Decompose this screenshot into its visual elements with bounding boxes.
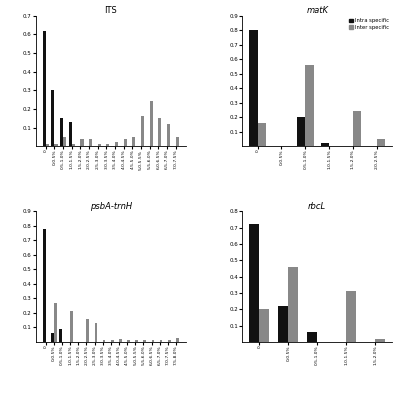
Bar xyxy=(54,144,58,146)
Bar xyxy=(89,139,92,146)
Bar xyxy=(176,338,179,342)
Bar xyxy=(63,137,66,146)
Bar xyxy=(143,340,146,342)
Bar xyxy=(321,143,329,146)
Title: psbA-trnH: psbA-trnH xyxy=(90,202,132,211)
Bar xyxy=(124,139,127,146)
Bar xyxy=(259,309,270,342)
Bar xyxy=(86,319,89,342)
Bar xyxy=(72,144,75,146)
Bar xyxy=(288,267,298,342)
Bar xyxy=(249,224,259,342)
Bar xyxy=(346,291,356,342)
Bar xyxy=(297,117,305,146)
Bar xyxy=(127,340,130,342)
Bar xyxy=(43,229,46,342)
Bar xyxy=(353,111,361,146)
Bar xyxy=(168,340,171,342)
Bar xyxy=(167,124,170,146)
Title: rbcL: rbcL xyxy=(308,202,326,211)
Bar xyxy=(176,137,179,146)
Bar xyxy=(52,90,54,146)
Bar xyxy=(98,144,101,146)
Bar xyxy=(152,340,154,342)
Bar xyxy=(141,116,144,146)
Bar xyxy=(307,332,317,342)
Bar xyxy=(54,303,57,342)
Bar xyxy=(59,329,62,342)
Bar xyxy=(135,340,138,342)
Bar xyxy=(132,137,136,146)
Bar xyxy=(51,333,54,342)
Bar xyxy=(106,144,110,146)
Bar xyxy=(115,143,118,146)
Bar xyxy=(258,123,266,146)
Title: matK: matK xyxy=(306,6,328,15)
Bar xyxy=(278,306,288,342)
Bar xyxy=(103,340,106,342)
Bar xyxy=(119,339,122,342)
Bar xyxy=(160,340,162,342)
Title: ITS: ITS xyxy=(104,6,117,15)
Bar xyxy=(375,339,385,342)
Bar xyxy=(377,139,385,146)
Bar xyxy=(150,101,153,146)
Bar xyxy=(94,323,97,342)
Bar xyxy=(80,139,84,146)
Bar xyxy=(111,340,114,342)
Bar xyxy=(43,31,46,146)
Bar xyxy=(46,144,49,146)
Bar xyxy=(60,118,63,146)
Bar xyxy=(249,30,258,146)
Bar xyxy=(158,118,162,146)
Legend: Intra specific, Inter specific: Intra specific, Inter specific xyxy=(347,16,392,32)
Bar xyxy=(69,122,72,146)
Bar xyxy=(70,312,73,342)
Bar xyxy=(305,65,314,146)
